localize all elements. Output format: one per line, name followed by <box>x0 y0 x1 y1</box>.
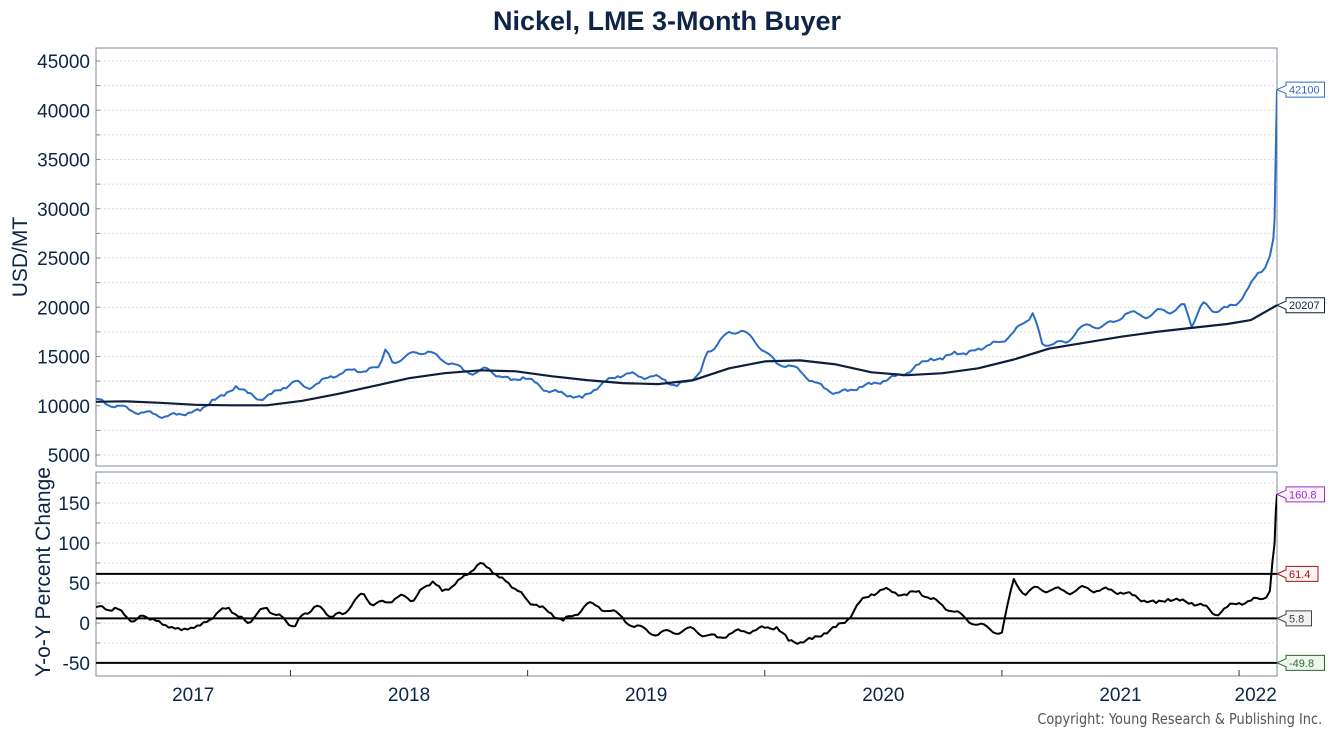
y-tick-label: 100 <box>58 534 90 555</box>
value-callout-box <box>1275 565 1319 582</box>
value-callout-box <box>1275 81 1325 98</box>
y-tick-label: 25000 <box>37 249 90 270</box>
value-callout-label: -49.8 <box>1289 658 1314 670</box>
y-tick-label: 40000 <box>37 101 90 122</box>
value-callout-label: 42100 <box>1289 85 1320 97</box>
y-tick-label: 35000 <box>37 151 90 172</box>
y-tick-label: 50 <box>69 574 90 595</box>
moving-average-line <box>96 304 1277 407</box>
y-tick-label: -50 <box>63 654 90 675</box>
value-callout-box <box>1275 297 1325 314</box>
x-tick-label: 2021 <box>1099 685 1141 706</box>
value-callout-label: 5.8 <box>1289 613 1304 625</box>
y-axis-title: USD/MT <box>9 217 32 298</box>
y-tick-label: 150 <box>58 494 90 515</box>
y-tick-label: 15000 <box>37 348 90 369</box>
value-callout-box <box>1275 610 1312 627</box>
value-callout-box <box>1275 654 1325 671</box>
y-tick-label: 10000 <box>37 397 90 418</box>
top-panel: 5000 10000 15000 20000 25000 30000 35000 40000 4… <box>9 47 1325 467</box>
x-tick-label: 2017 <box>172 685 214 706</box>
y-axis-title: Y-o-Y Percent Change <box>32 467 55 677</box>
y-tick-label: 45000 <box>37 52 90 73</box>
yoy-change-line <box>96 494 1277 645</box>
y-tick-label: 20000 <box>37 298 90 319</box>
copyright-notice: Copyright: Young Research & Publishing I… <box>1037 710 1322 728</box>
top-plot-frame <box>95 47 1278 467</box>
x-tick-label: 2022 <box>1235 685 1277 706</box>
x-tick-label: 2019 <box>625 685 667 706</box>
chart-title: Nickel, LME 3-Month Buyer <box>492 6 842 36</box>
y-tick-label: 5000 <box>48 446 90 467</box>
value-callout-label: 20207 <box>1289 300 1320 312</box>
x-tick-label: 2018 <box>388 685 430 706</box>
y-tick-label: 0 <box>79 614 90 635</box>
value-callout-label: 61.4 <box>1289 569 1310 581</box>
x-tick-label: 2020 <box>862 685 904 706</box>
value-callout-box <box>1275 486 1325 503</box>
y-tick-label: 30000 <box>37 200 90 221</box>
value-callout-label: 160.8 <box>1289 489 1317 501</box>
